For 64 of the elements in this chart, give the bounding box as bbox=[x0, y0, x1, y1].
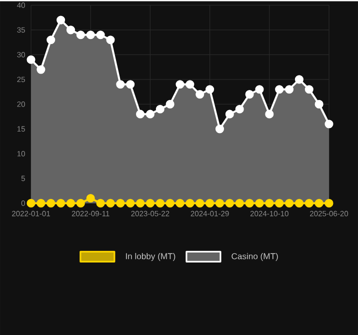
point bbox=[146, 110, 154, 118]
point bbox=[26, 55, 36, 64]
legend-label: In lobby (MT) bbox=[126, 252, 176, 261]
point bbox=[275, 84, 284, 94]
point bbox=[265, 110, 274, 118]
point bbox=[225, 110, 234, 118]
legend-label: Casino (MT) bbox=[232, 252, 278, 261]
point bbox=[196, 198, 204, 208]
point bbox=[196, 90, 204, 98]
point bbox=[56, 198, 66, 208]
point bbox=[136, 110, 145, 118]
point bbox=[324, 198, 334, 208]
point bbox=[176, 80, 184, 89]
point bbox=[245, 90, 254, 98]
point bbox=[66, 198, 76, 208]
point bbox=[96, 198, 105, 208]
point bbox=[235, 198, 244, 208]
point bbox=[156, 198, 164, 208]
point bbox=[294, 198, 304, 208]
point bbox=[206, 84, 214, 94]
point bbox=[225, 198, 234, 208]
point bbox=[106, 198, 115, 208]
point bbox=[255, 198, 264, 208]
point bbox=[176, 198, 184, 208]
point bbox=[314, 198, 324, 208]
point bbox=[146, 198, 154, 208]
point bbox=[46, 198, 56, 208]
point bbox=[215, 198, 224, 208]
point bbox=[166, 198, 174, 208]
point bbox=[314, 100, 324, 108]
point bbox=[76, 198, 85, 208]
point bbox=[324, 120, 334, 128]
point bbox=[284, 198, 294, 208]
point bbox=[126, 80, 135, 89]
point bbox=[275, 198, 284, 208]
point bbox=[26, 198, 36, 208]
point bbox=[66, 26, 76, 34]
point bbox=[96, 30, 105, 40]
point bbox=[116, 80, 125, 89]
point bbox=[215, 124, 224, 134]
point bbox=[206, 198, 214, 208]
point bbox=[156, 104, 164, 114]
point bbox=[86, 30, 95, 40]
point bbox=[36, 198, 46, 208]
point bbox=[235, 104, 244, 114]
point bbox=[265, 198, 274, 208]
point bbox=[166, 100, 174, 108]
point bbox=[245, 198, 254, 208]
point bbox=[136, 198, 145, 208]
point bbox=[56, 16, 66, 24]
point bbox=[186, 198, 194, 208]
point bbox=[294, 75, 304, 84]
point bbox=[36, 65, 46, 74]
point bbox=[304, 84, 314, 94]
point bbox=[76, 30, 85, 40]
point bbox=[255, 84, 264, 94]
point bbox=[284, 84, 294, 94]
point bbox=[86, 194, 95, 202]
point bbox=[116, 198, 125, 208]
point bbox=[106, 35, 115, 44]
point bbox=[304, 198, 314, 208]
point bbox=[186, 80, 194, 89]
point bbox=[46, 35, 56, 44]
point bbox=[126, 198, 135, 208]
